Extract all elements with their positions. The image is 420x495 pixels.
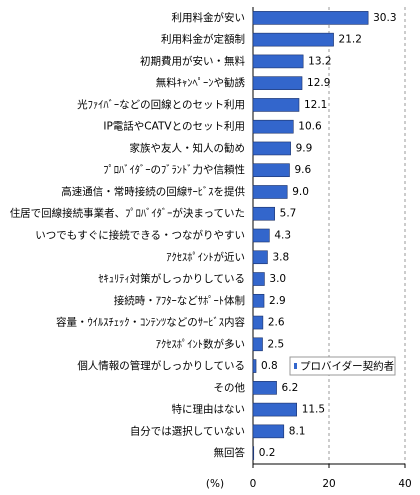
- bar: [252, 446, 255, 460]
- y-tick-label: ｾｷｭﾘﾃｨ対策がしっかりしている: [98, 272, 245, 285]
- value-label: 3.8: [272, 251, 289, 263]
- y-tick-label: いつでもすぐに接続できる・つながりやすい: [35, 229, 245, 242]
- bar: [252, 163, 290, 178]
- bar: [252, 315, 264, 330]
- bar: [252, 359, 257, 373]
- bar: [252, 381, 277, 395]
- value-label: 30.3: [373, 12, 396, 24]
- legend-label: プロバイダー契約者: [300, 360, 394, 373]
- y-tick-label: ｱｸｾｽﾎﾟｲﾝﾄが近い: [166, 250, 245, 263]
- bar: [252, 119, 294, 134]
- bar: [252, 98, 300, 112]
- bar: [252, 206, 275, 221]
- x-axis-label: (%): [206, 478, 224, 490]
- y-tick-label: 無回答: [214, 446, 246, 459]
- bar: [252, 337, 263, 352]
- value-label: 12.9: [307, 77, 330, 89]
- value-label: 6.2: [282, 382, 299, 394]
- bar: [252, 402, 298, 417]
- value-label: 10.6: [298, 121, 322, 133]
- y-tick-label: 自分では選択していない: [130, 424, 245, 437]
- y-tick-label: 高速通信・常時接続の回線ｻｰﾋﾞｽを提供: [61, 185, 245, 198]
- value-label: 0.2: [259, 447, 276, 459]
- bar: [252, 76, 303, 90]
- y-tick-label: 接続時・ｱﾌﾀｰなどｻﾎﾟｰﾄ体制: [114, 294, 245, 307]
- y-tick-label: その他: [214, 381, 246, 394]
- y-tick-label: 容量・ｳｲﾙｽﾁｪｯｸ・ｺﾝﾃﾝﾂなどのｻｰﾋﾞｽ内容: [56, 316, 245, 329]
- bar: [252, 424, 285, 439]
- value-label: 5.7: [280, 208, 297, 220]
- y-tick-label: IP電話やCATVとのセット利用: [103, 120, 245, 133]
- value-label: 9.0: [292, 186, 309, 198]
- x-tick-label: 40: [398, 478, 411, 490]
- bar: [252, 54, 304, 69]
- y-tick-label: 無料ｷｬﾝﾍﾟｰﾝや勧誘: [156, 76, 246, 89]
- value-label: 8.1: [289, 425, 306, 437]
- y-tick-label: 光ﾌｧｲﾊﾞｰなどの回線とのセット利用: [77, 98, 245, 111]
- value-label: 21.2: [339, 34, 362, 46]
- value-label: 2.5: [268, 338, 285, 350]
- value-label: 9.9: [296, 142, 313, 154]
- bar: [252, 185, 288, 199]
- bar: [252, 141, 291, 156]
- value-label: 0.8: [261, 360, 278, 372]
- y-tick-label: 利用料金が安い: [172, 11, 246, 24]
- bar: [252, 272, 265, 286]
- value-label: 4.3: [274, 230, 291, 242]
- y-tick-label: 家族や友人・知人の勧め: [130, 141, 246, 154]
- value-label: 13.2: [308, 55, 331, 67]
- y-tick-label: 利用料金が定額制: [161, 33, 245, 46]
- x-tick-label: 20: [322, 478, 335, 490]
- y-tick-label: 初期費用が安い・無料: [140, 54, 245, 67]
- legend-box: [289, 356, 396, 376]
- value-label: 9.6: [294, 164, 311, 176]
- value-label: 11.5: [302, 404, 325, 416]
- bar: [252, 293, 265, 308]
- y-tick-label: ｱｸｾｽﾎﾟｲﾝﾄ数が多い: [156, 337, 245, 350]
- bar: [252, 228, 270, 243]
- y-tick-label: 個人情報の管理がしっかりしている: [77, 359, 245, 372]
- value-label: 12.1: [304, 99, 327, 111]
- bar: [252, 250, 268, 265]
- y-tick-label: 特に理由はない: [172, 403, 246, 416]
- bar: [252, 32, 334, 47]
- value-label: 3.0: [269, 273, 286, 285]
- legend-swatch: [294, 363, 297, 369]
- x-tick-label: 0: [250, 478, 257, 490]
- value-label: 2.6: [268, 317, 285, 329]
- value-label: 2.9: [269, 295, 286, 307]
- y-tick-label: 住居で回線接続事業者、ﾌﾟﾛﾊﾞｲﾀﾞｰが決まっていた: [10, 207, 245, 220]
- bar: [252, 11, 369, 25]
- y-tick-label: ﾌﾟﾛﾊﾞｲﾀﾞｰのﾌﾞﾗﾝﾄﾞ力や信頼性: [103, 163, 245, 176]
